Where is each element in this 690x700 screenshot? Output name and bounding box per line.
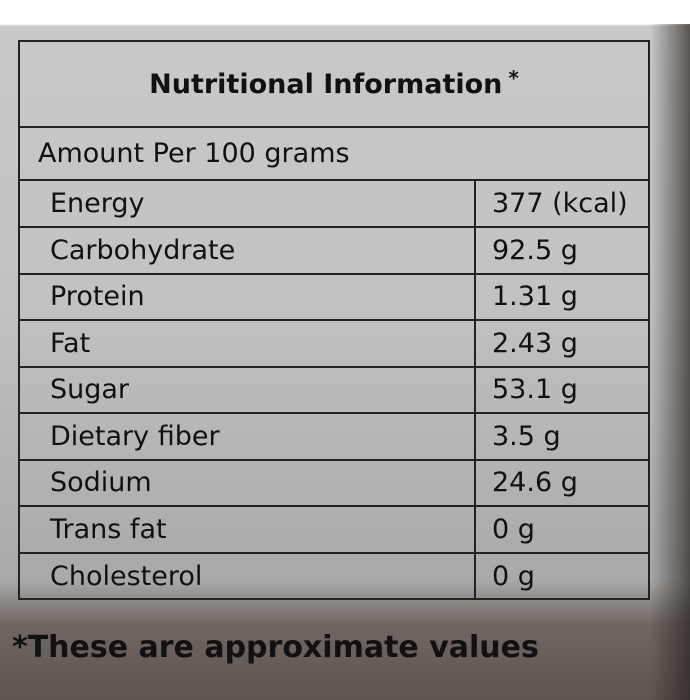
title-mark: * bbox=[508, 66, 519, 90]
nutrient-amount: 0 g bbox=[492, 513, 535, 545]
nutrient-name: Dietary fiber bbox=[20, 413, 476, 459]
nutrient-amount: 53.1 g bbox=[492, 374, 578, 405]
table-row: Protein 1.31 g bbox=[20, 274, 648, 321]
nutrient-amount: 1.31 g bbox=[492, 281, 578, 312]
nutrient-name: Protein bbox=[20, 274, 476, 319]
nutrient-name: Fat bbox=[20, 320, 476, 366]
table-row: Trans fat 0 g bbox=[20, 506, 648, 554]
nutrient-name: Sodium bbox=[20, 460, 476, 505]
nutrient-name: Energy bbox=[20, 181, 476, 226]
nutrient-amount: 92.5 g bbox=[492, 234, 578, 266]
caption: Amount Per 100 grams bbox=[20, 128, 648, 181]
table-row: Fat 2.43 g bbox=[20, 320, 648, 368]
nutrient-name: Cholesterol bbox=[20, 553, 476, 600]
nutrient-name: Carbohydrate bbox=[20, 227, 476, 273]
table-row: Dietary fiber 3.5 g bbox=[20, 413, 648, 461]
nutrient-amount: 3.5 g bbox=[492, 420, 561, 452]
nutrient-name: Trans fat bbox=[20, 506, 476, 552]
table-row: Carbohydrate 92.5 g bbox=[20, 227, 648, 275]
nutrient-amount: 2.43 g bbox=[492, 327, 578, 359]
title: Nutritional Information bbox=[149, 68, 503, 100]
table-row: Sugar 53.1 g bbox=[20, 367, 648, 414]
title-row: Nutritional Information * bbox=[20, 42, 648, 128]
nutrient-amount: 0 g bbox=[492, 561, 535, 592]
nutrient-name: Sugar bbox=[20, 367, 476, 412]
nutrient-amount: 24.6 g bbox=[492, 467, 578, 498]
nutrition-table: Nutritional Information * Amount Per 100 … bbox=[18, 40, 650, 600]
table-row: Energy 377 (kcal) bbox=[20, 181, 648, 228]
table-row: Cholesterol 0 g bbox=[20, 553, 648, 600]
table-row: Sodium 24.6 g bbox=[20, 460, 648, 507]
footnote: *These are approximate values bbox=[12, 630, 539, 665]
nutrient-amount: 377 (kcal) bbox=[492, 188, 628, 219]
